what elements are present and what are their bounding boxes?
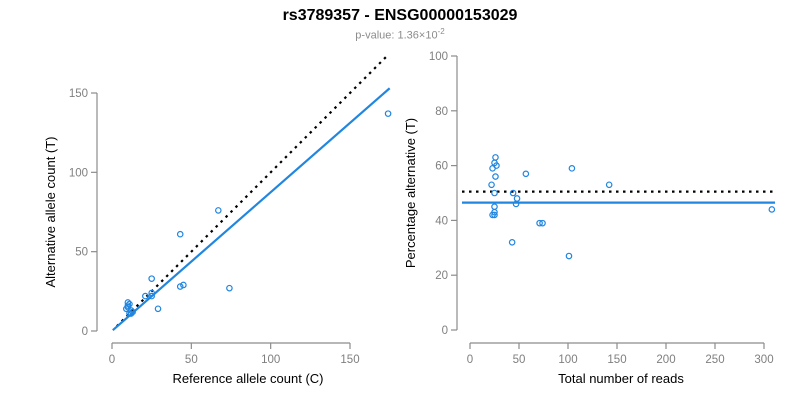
data-point [180,281,187,289]
x-tick-label: 100 [558,354,577,366]
data-point [148,275,155,282]
data-point [491,203,498,211]
data-point [539,219,546,227]
y-axis-title: Alternative allele count (T) [43,136,58,287]
x-tick-label: 300 [754,354,773,366]
y-tick-label: 150 [69,88,88,100]
y-axis-title: Percentage alternative (T) [403,118,418,268]
x-tick-label: 0 [109,354,115,366]
figure-header: rs3789357 - ENSG00000153029 p-value: 1.3… [0,0,800,42]
x-tick-label: 150 [340,354,359,366]
x-tick-label: 50 [185,354,198,366]
right-plot: 0 20 40 60 80 100 0 50 100 150 200 250 300 Percentage… [403,51,776,386]
x-axis-title: Reference allele count (C) [172,371,323,386]
data-point [605,181,613,189]
data-point [124,299,132,306]
data-point [513,195,521,202]
figure-title: rs3789357 - ENSG00000153029 [282,7,518,24]
data-point [129,308,136,316]
data-point [142,292,149,300]
pvalue-text: p-value: 1.36×10 [355,29,438,42]
data-point [226,284,233,292]
x-tick-label: 150 [607,354,626,366]
y-tick-label: 20 [435,270,448,282]
data-point [127,310,135,317]
data-point [508,239,516,246]
x-tick-label: 100 [261,354,280,366]
y-tick-label: 60 [435,161,448,173]
y-tick-label: 0 [82,326,88,338]
y-tick-label: 100 [69,167,88,179]
data-point [154,305,162,313]
data-point [489,211,496,219]
data-point [492,173,499,180]
data-point [176,283,184,290]
x-axis-title: Total number of reads [558,371,684,386]
data-point [127,307,135,314]
x-tick-label: 0 [467,354,473,366]
x-tick-label: 200 [656,354,675,366]
x-tick-label: 250 [705,354,724,366]
x-tick-label: 50 [513,354,526,366]
pvalue-subtitle: p-value: 1.36×10-2 [0,27,800,42]
y-tick-label: 80 [435,106,448,118]
data-point [491,211,498,219]
data-point [509,189,517,197]
y-tick-label: 40 [435,215,448,227]
data-point [491,189,498,197]
y-tick-label: 50 [75,247,88,259]
data-point [148,289,155,297]
data-point [768,206,776,213]
data-point [522,170,530,178]
data-point [215,207,222,214]
data-point [489,165,496,172]
identity-line [115,55,388,328]
data-point [512,200,520,208]
data-point [536,219,543,227]
data-point [126,300,133,308]
data-point [565,252,573,260]
data-point [384,110,392,117]
pvalue-exponent: -2 [437,27,445,36]
data-point [492,154,499,161]
regression-line [112,87,391,332]
y-tick-label: 100 [429,51,448,63]
y-tick-label: 0 [442,325,448,337]
data-point [176,230,184,238]
data-point [148,292,155,300]
data-point [488,181,495,189]
left-plot: 0 50 100 150 0 50 100 150 Alternative allele cou… [43,55,392,386]
data-point [568,165,576,172]
